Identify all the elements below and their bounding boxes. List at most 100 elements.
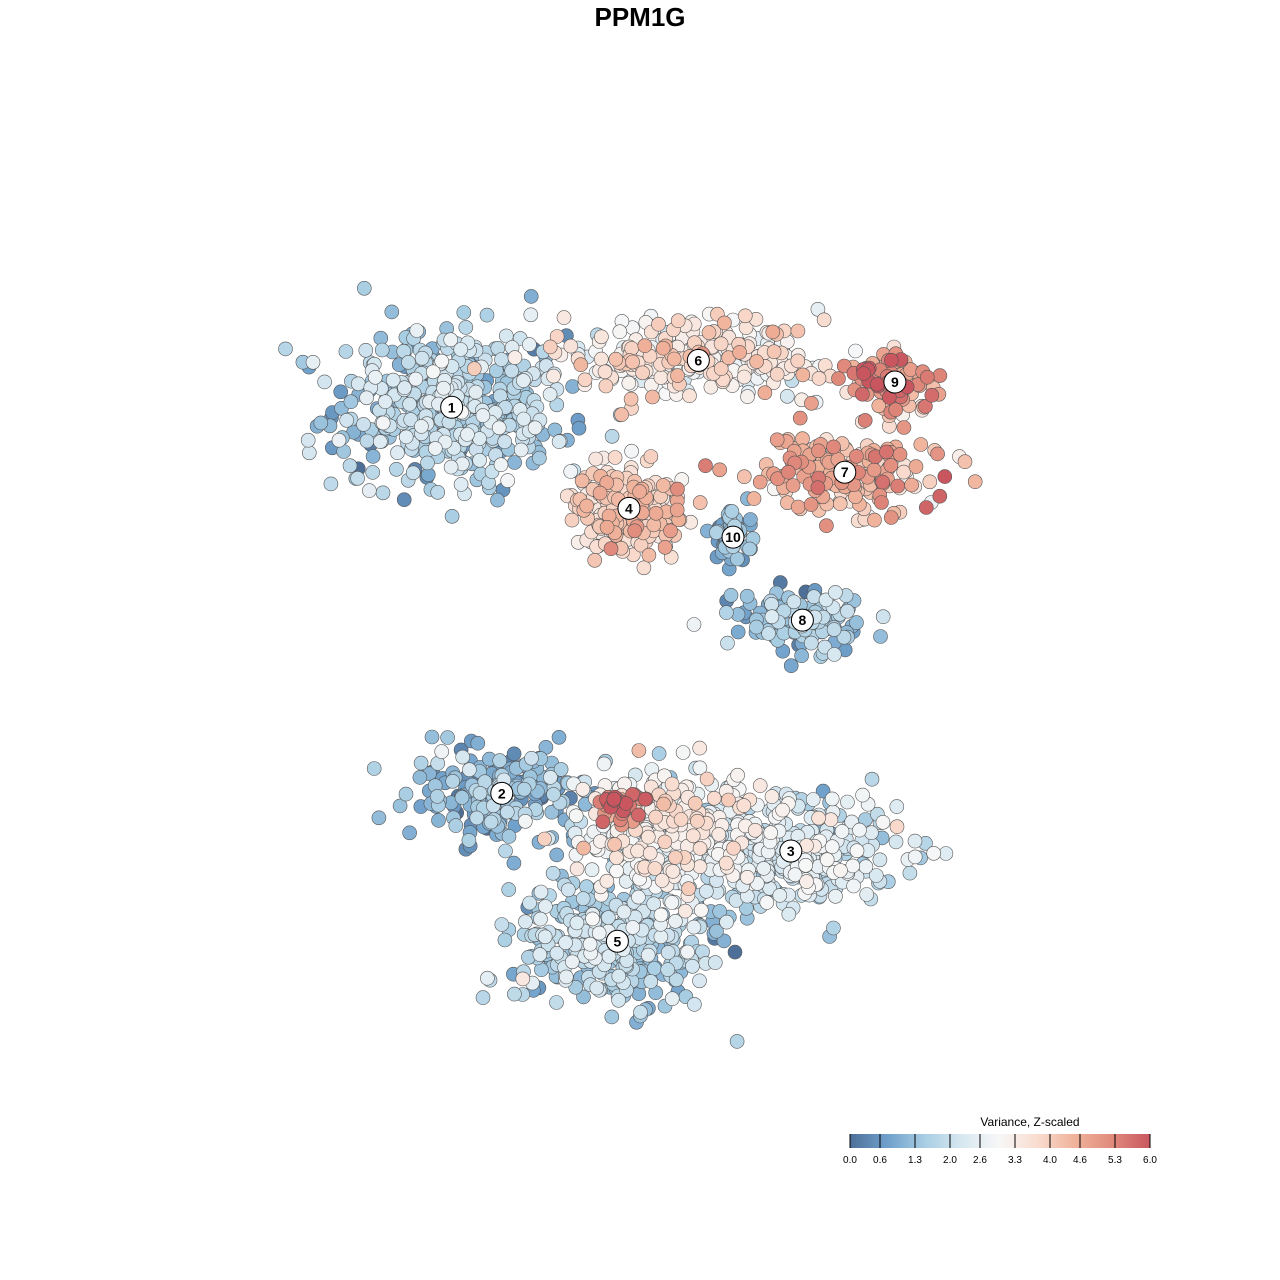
scatter-point bbox=[549, 847, 565, 863]
scatter-point bbox=[563, 338, 579, 354]
cluster-label-badge bbox=[440, 395, 464, 419]
scatter-point bbox=[517, 813, 533, 829]
scatter-point bbox=[453, 477, 469, 492]
cluster-label-text: 4 bbox=[625, 500, 633, 516]
cluster-label-badge bbox=[833, 460, 857, 484]
scatter-point bbox=[542, 339, 558, 355]
scatter-point bbox=[692, 495, 708, 510]
scatter-point bbox=[883, 458, 899, 473]
scatter-point bbox=[516, 781, 532, 797]
scatter-point bbox=[655, 478, 671, 493]
cluster-label-9: 9 bbox=[883, 370, 907, 394]
scatter-point bbox=[692, 740, 708, 756]
scatter-point bbox=[499, 804, 515, 820]
scatter-point bbox=[804, 395, 819, 411]
scatter-point bbox=[805, 792, 821, 807]
scatter-point bbox=[596, 756, 612, 772]
cluster-label-badge bbox=[605, 929, 629, 953]
scatter-point bbox=[698, 458, 713, 474]
scatter-point bbox=[301, 445, 317, 461]
scatter-point bbox=[448, 818, 464, 833]
scatter-point bbox=[427, 441, 443, 456]
scatter-point bbox=[790, 323, 806, 339]
scatter-point bbox=[781, 464, 796, 480]
scatter-point bbox=[494, 917, 510, 932]
scatter-point bbox=[631, 743, 647, 758]
scatter-point bbox=[587, 552, 603, 568]
scatter-point bbox=[836, 629, 852, 645]
scatter-point bbox=[803, 635, 819, 651]
scatter-point bbox=[497, 434, 513, 450]
scatter-point bbox=[687, 795, 703, 811]
scatter-point bbox=[569, 861, 585, 877]
scatter-point bbox=[445, 773, 461, 789]
scatter-point bbox=[779, 388, 795, 404]
scatter-point bbox=[568, 979, 584, 995]
scatter-point bbox=[826, 439, 841, 455]
scatter-point bbox=[472, 452, 487, 468]
scatter-point bbox=[595, 814, 611, 830]
scatter-point bbox=[651, 316, 666, 332]
scatter-point bbox=[811, 443, 826, 459]
scatter-point bbox=[918, 399, 933, 414]
scatter-point bbox=[607, 837, 622, 852]
scatter-point bbox=[932, 368, 948, 383]
scatter-point bbox=[720, 635, 735, 651]
scatter-point bbox=[653, 370, 669, 385]
scatter-point bbox=[350, 376, 366, 392]
scatter-point bbox=[669, 502, 685, 518]
scatter-point bbox=[443, 459, 459, 475]
scatter-point bbox=[599, 519, 615, 535]
scatter-point bbox=[749, 354, 764, 369]
scatter-point bbox=[681, 881, 696, 897]
scatter-point bbox=[834, 824, 850, 839]
scatter-point bbox=[792, 410, 808, 426]
scatter-point bbox=[713, 336, 729, 352]
scatter-point bbox=[577, 372, 593, 388]
scatter-point bbox=[686, 919, 702, 935]
chart-title: PPM1G bbox=[594, 2, 685, 32]
scatter-point bbox=[454, 790, 470, 805]
scatter-point bbox=[879, 444, 894, 460]
scatter-point bbox=[930, 446, 945, 462]
scatter-point bbox=[665, 864, 681, 879]
scatter-point bbox=[795, 367, 811, 383]
scatter-point bbox=[783, 658, 799, 674]
scatter-point bbox=[385, 372, 401, 388]
scatter-point bbox=[692, 973, 707, 989]
scatter-point bbox=[828, 888, 843, 904]
scatter-point bbox=[589, 980, 605, 996]
legend-tick-label: 4.0 bbox=[1043, 1155, 1057, 1166]
scatter-point bbox=[764, 596, 779, 612]
scatter-point bbox=[785, 478, 801, 493]
scatter-point bbox=[515, 971, 531, 987]
scatter-point bbox=[763, 825, 779, 841]
scatter-point bbox=[456, 305, 472, 320]
scatter-point bbox=[840, 603, 855, 619]
scatter-point bbox=[356, 417, 371, 432]
cluster-label-text: 5 bbox=[613, 933, 621, 949]
scatter-point bbox=[712, 904, 728, 919]
scatter-point bbox=[826, 622, 842, 637]
scatter-point bbox=[786, 594, 802, 610]
scatter-point bbox=[908, 459, 924, 474]
scatter-point bbox=[657, 539, 673, 555]
scatter-point bbox=[603, 541, 619, 557]
scatter-point bbox=[848, 343, 863, 359]
scatter-point bbox=[614, 407, 629, 422]
scatter-point bbox=[571, 420, 587, 436]
cluster-label-2: 2 bbox=[490, 781, 514, 805]
scatter-point bbox=[657, 834, 673, 850]
scatter-point bbox=[429, 789, 445, 804]
scatter-point bbox=[855, 386, 870, 402]
scatter-point bbox=[790, 353, 806, 369]
scatter-point bbox=[591, 925, 607, 941]
scatter-point bbox=[431, 813, 446, 828]
cluster-label-10: 10 bbox=[721, 525, 745, 549]
scatter-point bbox=[919, 369, 935, 385]
scatter-point bbox=[359, 390, 374, 406]
scatter-point bbox=[398, 429, 414, 445]
scatter-point bbox=[692, 760, 708, 776]
scatter-point bbox=[551, 434, 567, 449]
scatter-point bbox=[690, 813, 705, 829]
